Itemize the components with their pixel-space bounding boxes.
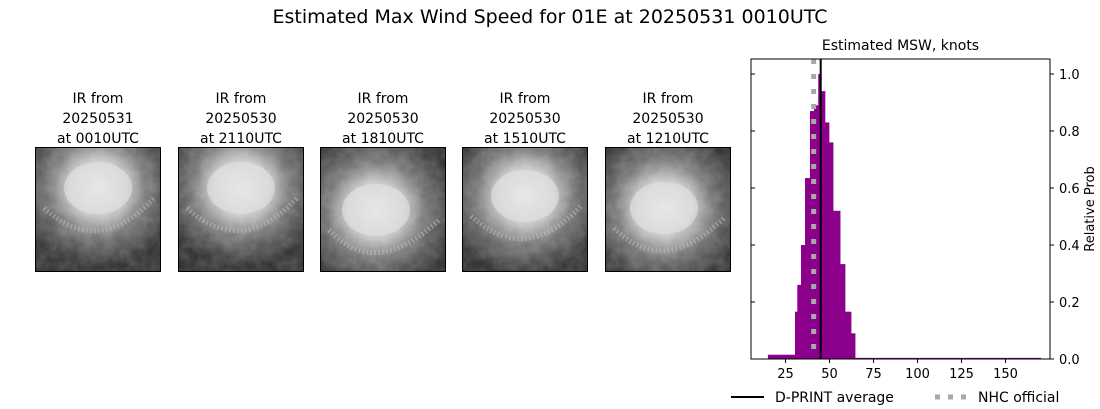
histogram-bar: [800, 245, 806, 359]
histogram-bar: [795, 311, 798, 359]
ir-satellite-image: [605, 147, 731, 272]
ir-panel-title: IR from 20250530 at 2110UTC: [200, 91, 282, 147]
plot-frame: [750, 58, 1051, 360]
ir-panel-title: IR from 20250530 at 1810UTC: [342, 91, 424, 147]
chart-title: Estimated MSW, knots: [822, 38, 979, 54]
x-tick-label: 25: [777, 367, 794, 382]
ir-satellite-image: [462, 147, 588, 272]
x-tick-label: 125: [949, 367, 974, 382]
histogram-bar: [814, 105, 819, 359]
ir-panel: IR from 20250530 at 1510UTC: [462, 89, 588, 272]
x-tick-label: 150: [993, 367, 1018, 382]
histogram-bar: [824, 122, 830, 359]
histogram-bar: [833, 210, 841, 359]
histogram-bar: [855, 357, 1042, 359]
ir-panel: IR from 20250530 at 2110UTC: [178, 89, 304, 272]
histogram-bar: [840, 264, 846, 359]
y-tick-label: 0.6: [1059, 182, 1080, 197]
y-tick-label: 0.4: [1059, 239, 1080, 254]
ir-panel-title: IR from 20250530 at 1210UTC: [627, 91, 709, 147]
ir-panel: IR from 20250530 at 1810UTC: [320, 89, 446, 272]
histogram-bar: [767, 354, 796, 359]
y-axis: 0.0 0.2 0.4 0.6 0.8 1.0: [751, 68, 1080, 368]
histogram-bar: [797, 284, 802, 359]
ir-panel-title: IR from 20250531 at 0010UTC: [57, 91, 139, 147]
histogram-bar: [844, 311, 852, 359]
y-tick-label: 0.2: [1059, 296, 1080, 311]
x-tick-label: 100: [905, 367, 930, 382]
histogram-bar: [821, 91, 826, 359]
histogram-bar: [850, 333, 856, 359]
y-tick-label: 0.0: [1059, 353, 1080, 368]
histogram-bar: [828, 142, 834, 359]
figure-title: Estimated Max Wind Speed for 01E at 2025…: [272, 6, 828, 28]
ir-satellite-image: [178, 147, 304, 272]
ir-satellite-image: [35, 147, 161, 272]
y-tick-label: 0.8: [1059, 125, 1080, 140]
x-tick-label: 50: [821, 367, 838, 382]
ir-panel-title: IR from 20250530 at 1510UTC: [484, 91, 566, 147]
x-axis: 25 50 75 100 125 150: [777, 359, 1018, 382]
legend-nhc-label: NHC official: [978, 390, 1059, 406]
histogram-bar: [805, 178, 811, 359]
ir-panel: IR from 20250531 at 0010UTC: [35, 89, 161, 272]
ir-satellite-image: [320, 147, 446, 272]
ir-panel: IR from 20250530 at 1210UTC: [605, 89, 731, 272]
y-axis-label: Relative Prob: [1083, 166, 1098, 251]
chart-legend: D-PRINT average NHC official: [731, 390, 1059, 406]
histogram-bars: [767, 74, 1042, 359]
x-tick-label: 75: [865, 367, 882, 382]
histogram-bar: [809, 111, 815, 359]
y-tick-label: 1.0: [1059, 68, 1080, 83]
legend-dprint-label: D-PRINT average: [775, 390, 894, 406]
